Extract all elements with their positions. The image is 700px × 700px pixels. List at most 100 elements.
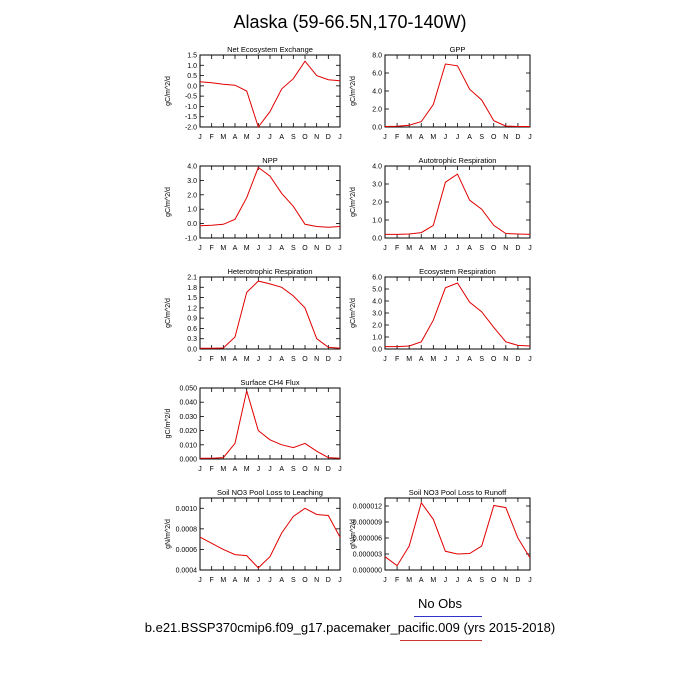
x-tick-label: N xyxy=(503,577,508,584)
y-tick-label: 3.0 xyxy=(187,178,197,185)
y-tick-label: 2.0 xyxy=(372,107,382,114)
y-tick-label: 0.020 xyxy=(179,428,197,435)
x-tick-label: N xyxy=(314,356,319,363)
x-tick-label: M xyxy=(430,245,436,252)
x-tick-label: O xyxy=(491,577,497,584)
x-tick-label: A xyxy=(279,245,284,252)
x-tick-label: A xyxy=(279,577,284,584)
x-tick-label: J xyxy=(383,245,387,252)
panel-title: Soil NO3 Pool Loss to Leaching xyxy=(217,488,323,497)
panel-title: Ecosystem Respiration xyxy=(419,267,496,276)
y-tick-label: 0.000009 xyxy=(353,520,382,527)
y-axis-label: gC/m^2/d xyxy=(350,187,357,217)
x-tick-label: S xyxy=(291,466,296,473)
x-tick-label: J xyxy=(383,356,387,363)
y-tick-label: 0.0 xyxy=(372,236,382,243)
y-tick-label: 0.040 xyxy=(179,400,197,407)
x-tick-label: J xyxy=(257,577,261,584)
y-axis-label: gC/m^2/d xyxy=(350,76,357,106)
x-tick-label: O xyxy=(302,577,308,584)
x-tick-label: D xyxy=(326,134,331,141)
x-tick-label: A xyxy=(233,356,238,363)
y-tick-label: 0.0 xyxy=(187,83,197,90)
x-tick-label: M xyxy=(244,577,250,584)
chart-panel-1: Net Ecosystem Exchange gC/m^2/d 1.5 1.0 0.5 0… xyxy=(165,45,342,141)
x-tick-label: J xyxy=(268,134,272,141)
x-tick-label: F xyxy=(210,356,214,363)
x-tick-label: J xyxy=(456,245,460,252)
x-tick-label: A xyxy=(233,134,238,141)
plot-frame xyxy=(384,276,531,350)
x-tick-label: J xyxy=(338,134,342,141)
x-tick-label: N xyxy=(314,134,319,141)
x-tick-label: M xyxy=(244,356,250,363)
x-tick-label: N xyxy=(314,577,319,584)
y-tick-label: 0.9 xyxy=(187,316,197,323)
panel-title: GPP xyxy=(450,45,466,54)
y-tick-label: 1.2 xyxy=(187,305,197,312)
x-tick-label: J xyxy=(528,356,532,363)
x-tick-label: A xyxy=(279,134,284,141)
x-tick-label: J xyxy=(268,466,272,473)
x-tick-label: D xyxy=(515,356,520,363)
x-tick-label: S xyxy=(479,577,484,584)
plot-frame xyxy=(199,387,341,460)
y-tick-label: 8.0 xyxy=(372,53,382,60)
x-tick-label: J xyxy=(444,356,448,363)
x-tick-label: J xyxy=(456,356,460,363)
chart-panel-5: Heterotrophic Respiration gC/m^2/d 2.1 1.8 1… xyxy=(165,267,342,363)
y-tick-label: 4.0 xyxy=(187,164,197,171)
y-tick-label: 1.0 xyxy=(187,207,197,214)
y-tick-label: 4.0 xyxy=(372,89,382,96)
series-line-1 xyxy=(384,63,530,127)
y-tick-label: 0.3 xyxy=(187,336,197,343)
x-tick-label: J xyxy=(198,356,202,363)
x-tick-label: S xyxy=(291,134,296,141)
y-tick-label: 0.000 xyxy=(179,457,197,464)
series-line-1 xyxy=(200,390,341,459)
plot-frame xyxy=(384,165,531,239)
x-tick-label: M xyxy=(220,356,226,363)
y-axis-label: gC/m^2/d xyxy=(350,298,357,328)
x-tick-label: A xyxy=(279,356,284,363)
x-tick-label: A xyxy=(419,245,424,252)
x-tick-label: M xyxy=(406,245,412,252)
x-tick-label: M xyxy=(406,577,412,584)
y-tick-label: 0.050 xyxy=(179,386,197,393)
x-tick-label: D xyxy=(326,245,331,252)
x-tick-label: A xyxy=(419,134,424,141)
y-tick-label: 0.000006 xyxy=(353,536,382,543)
page-title: Alaska (59-66.5N,170-140W) xyxy=(233,12,467,32)
plot-frame xyxy=(199,276,341,350)
x-tick-label: M xyxy=(244,466,250,473)
x-tick-label: M xyxy=(244,245,250,252)
x-tick-label: J xyxy=(198,134,202,141)
panel-title: Autotrophic Respiration xyxy=(419,156,497,165)
y-tick-label: 2.0 xyxy=(372,200,382,207)
x-tick-label: F xyxy=(395,134,399,141)
series-line-1 xyxy=(199,166,341,228)
x-tick-label: J xyxy=(338,577,342,584)
x-tick-label: A xyxy=(467,577,472,584)
y-tick-label: 1.5 xyxy=(187,53,197,60)
x-tick-label: J xyxy=(444,245,448,252)
x-tick-label: J xyxy=(383,577,387,584)
series-line-1 xyxy=(199,507,341,569)
x-tick-label: J xyxy=(257,466,261,473)
y-tick-label: 0.0 xyxy=(372,347,382,354)
x-tick-label: A xyxy=(279,466,284,473)
y-tick-label: 0.0008 xyxy=(176,526,198,533)
x-tick-label: A xyxy=(467,245,472,252)
x-tick-label: S xyxy=(291,577,296,584)
plot-frame xyxy=(199,54,341,128)
panel-title: Soil NO3 Pool Loss to Runoff xyxy=(409,488,507,497)
y-tick-label: 1.0 xyxy=(372,218,382,225)
x-tick-label: D xyxy=(515,245,520,252)
y-tick-label: 0.000003 xyxy=(353,552,382,559)
x-tick-label: J xyxy=(528,577,532,584)
y-tick-label: 3.0 xyxy=(372,182,382,189)
plot-frame xyxy=(199,497,341,571)
y-tick-label: 0.010 xyxy=(179,442,197,449)
x-tick-label: O xyxy=(302,134,308,141)
